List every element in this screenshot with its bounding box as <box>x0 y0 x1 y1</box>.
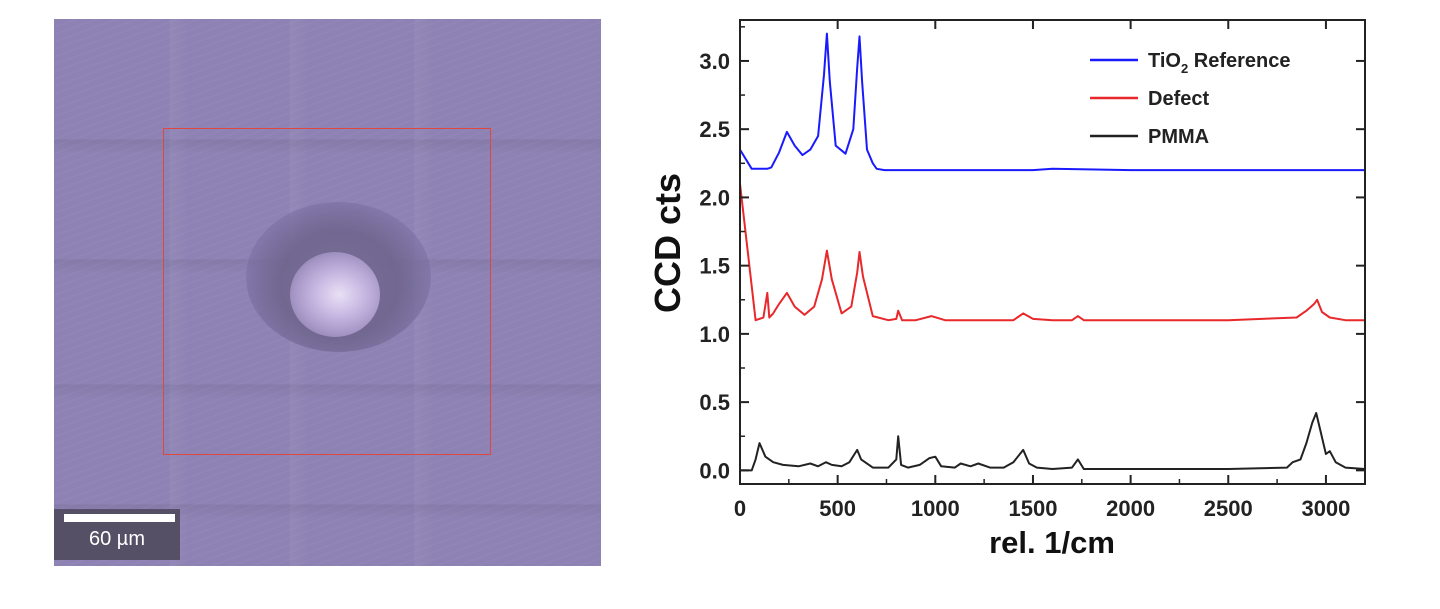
series-line-2 <box>740 412 1366 472</box>
plot-area <box>739 32 1366 472</box>
legend: TiO2 Reference Defect PMMA <box>1090 50 1290 148</box>
y-tick-label: 2.0 <box>699 185 730 210</box>
series-line-1 <box>739 183 1365 322</box>
plot-frame <box>739 19 1366 485</box>
y-tick-label: 1.5 <box>699 254 730 279</box>
scan-region-box <box>163 128 491 455</box>
x-axis-title: rel. 1/cm <box>989 525 1115 560</box>
x-tick-label: 1000 <box>911 496 960 521</box>
y-tick-label: 2.5 <box>699 117 730 142</box>
y-tick-label: 0.0 <box>699 458 730 483</box>
x-tick-label: 2500 <box>1204 496 1253 521</box>
scale-bar-label: 60 µm <box>89 528 145 550</box>
raman-spectra-chart: 0 500 1000 1500 2000 2500 3000 0.0 0.5 1.0 1.5 2.0 2… <box>647 19 1366 560</box>
y-tick-label: 3.0 <box>699 49 730 74</box>
x-tick-label: 1500 <box>1008 496 1057 521</box>
y-tick-label: 0.5 <box>699 390 730 415</box>
legend-label-2: PMMA <box>1148 126 1209 148</box>
x-tick-label: 2000 <box>1106 496 1155 521</box>
x-tick-label: 0 <box>734 496 746 521</box>
y-axis-title: CCD cts <box>647 173 688 313</box>
y-tick-label: 1.0 <box>699 322 730 347</box>
scale-bar <box>64 514 175 522</box>
x-tick-label: 3000 <box>1301 496 1350 521</box>
legend-label-1: Defect <box>1148 88 1209 110</box>
optical-micrograph <box>54 19 601 566</box>
axes: 0 500 1000 1500 2000 2500 3000 0.0 0.5 1.0 1.5 2.0 2… <box>699 19 1366 521</box>
x-tick-label: 500 <box>819 496 856 521</box>
series-line-0 <box>739 32 1365 172</box>
defect-center <box>290 252 380 337</box>
legend-label-0: TiO2 Reference <box>1148 50 1290 76</box>
